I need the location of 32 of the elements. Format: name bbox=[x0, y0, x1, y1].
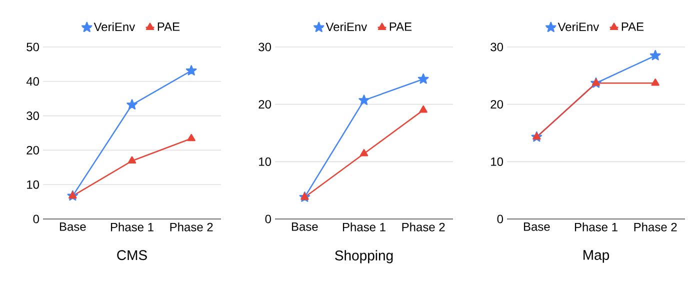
y-tick-label: 20 bbox=[490, 100, 504, 109]
y-tick-label: 0 bbox=[33, 214, 40, 224]
x-axis-title: CMS bbox=[117, 250, 147, 260]
legend-label: VeriEnv bbox=[94, 22, 136, 32]
x-axis-title: Map bbox=[584, 250, 610, 263]
y-tick-label: 30 bbox=[490, 42, 504, 52]
x-axis-title: Shopping bbox=[335, 250, 393, 264]
y-tick-label: 50 bbox=[26, 42, 40, 52]
y-tick-label: 30 bbox=[26, 112, 40, 120]
y-tick-label: 0 bbox=[497, 214, 504, 224]
x-tick-label: Phase 1 bbox=[342, 222, 386, 232]
x-tick-label: Phase 2 bbox=[170, 222, 213, 232]
y-tick-label: 30 bbox=[258, 42, 272, 52]
x-tick-label: Base bbox=[292, 222, 318, 231]
y-tick-label: 10 bbox=[491, 157, 504, 166]
x-tick-label: Phase 2 bbox=[402, 222, 445, 232]
x-tick-label: Phase 1 bbox=[110, 222, 154, 232]
legend-label: PAE bbox=[390, 22, 412, 31]
legend-label: PAE bbox=[622, 22, 644, 31]
y-tick-label: 0 bbox=[265, 214, 272, 224]
x-tick-label: Base bbox=[524, 222, 550, 231]
y-tick-label: 10 bbox=[27, 180, 40, 189]
legend-label: VeriEnv bbox=[558, 22, 600, 32]
legend-label: PAE bbox=[158, 22, 180, 31]
x-tick-label: Phase 2 bbox=[634, 222, 677, 232]
x-tick-label: Phase 1 bbox=[574, 222, 618, 232]
x-tick-label: Base bbox=[60, 222, 86, 231]
legend-label: VeriEnv bbox=[326, 22, 368, 32]
y-tick-label: 40 bbox=[26, 77, 40, 86]
y-tick-label: 20 bbox=[26, 146, 40, 154]
y-tick-label: 20 bbox=[258, 100, 272, 109]
y-tick-label: 10 bbox=[259, 157, 272, 166]
